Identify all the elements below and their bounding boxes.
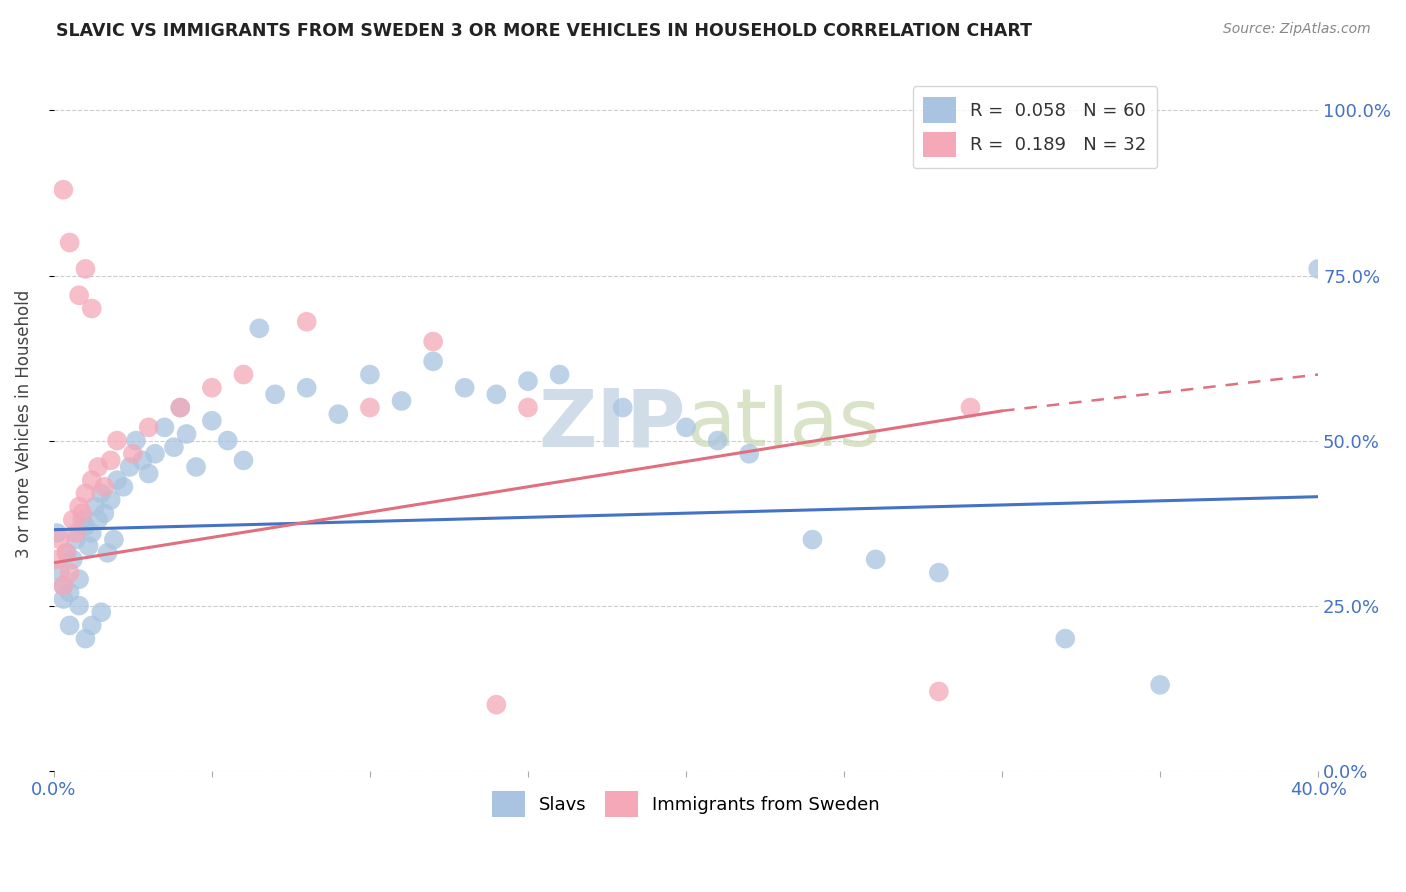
Point <box>548 368 571 382</box>
Point <box>80 473 103 487</box>
Point <box>169 401 191 415</box>
Point <box>105 434 128 448</box>
Point <box>138 420 160 434</box>
Point <box>100 493 122 508</box>
Point <box>49 533 72 547</box>
Point <box>454 381 477 395</box>
Point <box>163 440 186 454</box>
Point <box>738 447 761 461</box>
Point <box>87 513 110 527</box>
Point <box>75 519 97 533</box>
Point <box>52 592 75 607</box>
Point <box>391 394 413 409</box>
Point <box>1054 632 1077 646</box>
Point <box>328 407 350 421</box>
Point <box>93 506 115 520</box>
Point <box>55 546 77 560</box>
Point <box>80 526 103 541</box>
Point <box>801 533 824 547</box>
Point <box>928 566 950 580</box>
Point <box>77 539 100 553</box>
Point <box>706 434 728 448</box>
Point <box>247 321 270 335</box>
Point <box>59 566 82 580</box>
Point <box>67 572 90 586</box>
Point <box>121 447 143 461</box>
Point <box>46 552 69 566</box>
Point <box>176 427 198 442</box>
Point <box>422 354 444 368</box>
Point <box>80 618 103 632</box>
Point <box>59 618 82 632</box>
Point <box>49 566 72 580</box>
Point <box>75 261 97 276</box>
Point <box>75 486 97 500</box>
Point <box>93 480 115 494</box>
Point <box>516 374 538 388</box>
Text: ZIP: ZIP <box>538 385 686 463</box>
Point <box>959 401 981 415</box>
Point <box>485 387 508 401</box>
Point <box>65 526 87 541</box>
Point <box>90 605 112 619</box>
Point <box>67 599 90 613</box>
Point <box>84 500 107 514</box>
Point <box>675 420 697 434</box>
Point <box>52 579 75 593</box>
Point <box>62 552 84 566</box>
Legend: Slavs, Immigrants from Sweden: Slavs, Immigrants from Sweden <box>485 784 887 824</box>
Point <box>217 434 239 448</box>
Point <box>1308 261 1330 276</box>
Point <box>72 506 94 520</box>
Point <box>295 381 318 395</box>
Point <box>1149 678 1171 692</box>
Point <box>232 453 254 467</box>
Point <box>184 460 207 475</box>
Point <box>143 447 166 461</box>
Point <box>359 368 381 382</box>
Point <box>55 546 77 560</box>
Text: SLAVIC VS IMMIGRANTS FROM SWEDEN 3 OR MORE VEHICLES IN HOUSEHOLD CORRELATION CHA: SLAVIC VS IMMIGRANTS FROM SWEDEN 3 OR MO… <box>56 22 1032 40</box>
Point <box>97 546 120 560</box>
Point <box>612 401 634 415</box>
Point <box>80 301 103 316</box>
Point <box>103 533 125 547</box>
Text: Source: ZipAtlas.com: Source: ZipAtlas.com <box>1223 22 1371 37</box>
Point <box>232 368 254 382</box>
Point <box>112 480 135 494</box>
Point <box>153 420 176 434</box>
Point <box>138 467 160 481</box>
Point <box>359 401 381 415</box>
Point <box>169 401 191 415</box>
Point <box>131 453 153 467</box>
Point <box>75 632 97 646</box>
Point <box>105 473 128 487</box>
Point <box>65 533 87 547</box>
Point <box>928 684 950 698</box>
Point <box>485 698 508 712</box>
Point <box>100 453 122 467</box>
Point <box>46 526 69 541</box>
Point <box>59 585 82 599</box>
Point <box>52 183 75 197</box>
Point <box>90 486 112 500</box>
Point <box>59 235 82 250</box>
Point <box>62 513 84 527</box>
Y-axis label: 3 or more Vehicles in Household: 3 or more Vehicles in Household <box>15 290 32 558</box>
Point <box>67 288 90 302</box>
Point <box>118 460 141 475</box>
Point <box>52 579 75 593</box>
Point <box>295 315 318 329</box>
Point <box>264 387 287 401</box>
Text: atlas: atlas <box>686 385 880 463</box>
Point <box>201 414 224 428</box>
Point <box>72 513 94 527</box>
Point <box>87 460 110 475</box>
Point <box>865 552 887 566</box>
Point <box>516 401 538 415</box>
Point <box>67 500 90 514</box>
Point <box>125 434 148 448</box>
Point <box>422 334 444 349</box>
Point <box>201 381 224 395</box>
